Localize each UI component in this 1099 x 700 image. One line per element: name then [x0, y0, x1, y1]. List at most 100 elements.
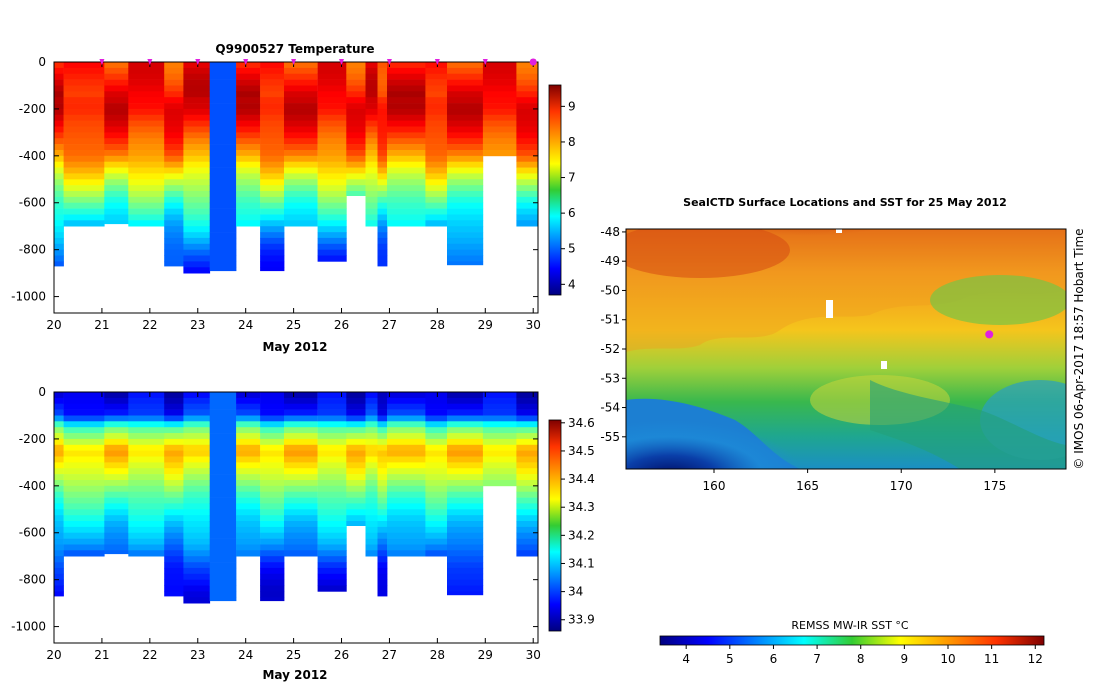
section-cell	[63, 97, 105, 104]
section-cell	[365, 155, 378, 162]
section-cell	[482, 456, 517, 463]
section-cell	[104, 120, 129, 127]
section-cell	[387, 550, 426, 557]
section-cell	[236, 526, 261, 534]
section-cell	[447, 591, 484, 596]
section-cell	[365, 480, 378, 487]
section-cell	[183, 108, 211, 116]
section-cell	[260, 261, 285, 268]
section-cell	[104, 409, 129, 416]
section-cell	[425, 462, 448, 469]
section-cell	[54, 103, 64, 110]
section-cell	[317, 503, 347, 510]
section-cell	[482, 444, 517, 451]
section-cell	[164, 433, 184, 440]
section-cell	[236, 79, 261, 86]
section-cell	[54, 485, 64, 492]
section-cell	[317, 138, 347, 145]
x-tick-label: 28	[430, 648, 445, 662]
section-cell	[209, 556, 237, 563]
section-cell	[128, 503, 165, 510]
x-axis-label: May 2012	[262, 668, 327, 682]
section-cell	[183, 237, 211, 245]
section-cell	[164, 573, 184, 580]
section-cell	[236, 85, 261, 92]
section-cell	[447, 556, 484, 563]
section-cell	[54, 509, 64, 516]
section-cell	[104, 132, 129, 139]
section-cell	[183, 120, 211, 127]
section-cell	[516, 161, 539, 168]
section-cell	[164, 138, 184, 145]
section-cell	[63, 450, 105, 457]
section-cell	[260, 497, 285, 504]
section-cell	[346, 114, 366, 121]
section-cell	[209, 450, 237, 457]
section-cell	[128, 220, 165, 227]
section-cell	[183, 103, 211, 110]
section-cell	[128, 167, 165, 174]
plot-frame	[53, 61, 539, 314]
section-cell	[365, 462, 378, 469]
section-cell	[104, 468, 129, 475]
section-cell	[425, 62, 448, 69]
section-cell	[236, 191, 261, 198]
colorbar-tick-label: 7	[568, 171, 576, 185]
section-cell	[516, 403, 539, 410]
section-cell	[377, 114, 388, 121]
section-cell	[183, 521, 211, 528]
section-cell	[317, 62, 347, 69]
section-cell	[164, 91, 184, 98]
section-cell	[104, 433, 129, 440]
section-cell	[260, 144, 285, 151]
section-cell	[425, 79, 448, 86]
section-cell	[54, 456, 64, 463]
y-tick-label: -200	[19, 432, 46, 446]
section-cell	[164, 255, 184, 262]
section-cell	[128, 161, 165, 168]
section-cell	[482, 480, 517, 487]
section-cell	[54, 544, 64, 551]
section-cell	[317, 433, 347, 440]
section-cell	[63, 468, 105, 475]
section-cell	[209, 415, 237, 422]
section-cell	[377, 255, 388, 262]
section-cell	[387, 491, 426, 498]
section-cell	[482, 108, 517, 116]
section-cell	[387, 509, 426, 516]
section-cell	[425, 114, 448, 121]
section-cell	[377, 392, 388, 399]
section-cell	[260, 456, 285, 463]
section-cell	[284, 480, 318, 487]
section-cell	[63, 485, 105, 492]
temperature-section-panel: Q9900527 Temperature 20 21 22 23 24 25 26 27 28 2…	[11, 42, 576, 354]
section-cell	[346, 108, 366, 116]
section-cell	[183, 544, 211, 551]
section-cell	[104, 67, 129, 75]
section-cell	[63, 550, 105, 557]
section-cell	[164, 415, 184, 422]
section-cell	[365, 532, 378, 539]
section-cell	[284, 173, 318, 180]
section-cell	[447, 392, 484, 399]
section-cell	[317, 185, 347, 192]
section-cell	[236, 509, 261, 516]
section-cell	[284, 179, 318, 186]
section-cell	[63, 456, 105, 463]
section-cell	[63, 126, 105, 133]
colorbar-tick-label: 6	[770, 652, 778, 666]
map-title: SealCTD Surface Locations and SST for 25…	[683, 196, 1007, 209]
section-cell	[447, 491, 484, 498]
section-cell	[377, 167, 388, 174]
section-cell	[104, 79, 129, 86]
section-cell	[209, 202, 237, 209]
section-cell	[284, 526, 318, 534]
x-axis-label: May 2012	[262, 340, 327, 354]
section-cell	[516, 91, 539, 98]
section-cell	[209, 421, 237, 428]
section-cell	[516, 491, 539, 498]
section-cell	[482, 67, 517, 75]
section-cell	[236, 456, 261, 463]
section-cell	[54, 120, 64, 127]
section-cell	[104, 503, 129, 510]
